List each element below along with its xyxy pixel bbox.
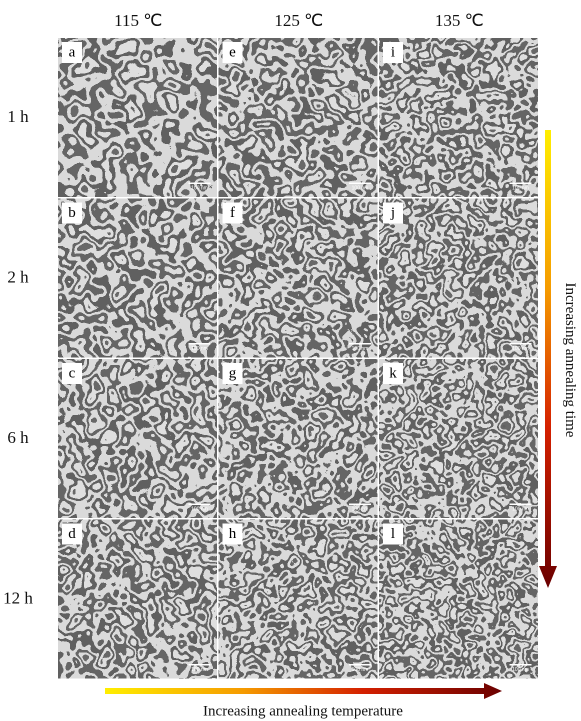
letter-box xyxy=(222,202,243,224)
micrograph-panel: i 100 nm xyxy=(379,38,538,197)
scale-bar xyxy=(509,503,532,505)
scale-bar xyxy=(509,664,532,666)
panel-letter: g xyxy=(229,365,237,381)
panel-letter: i xyxy=(391,44,395,60)
scale-bar-label: 100 nm xyxy=(352,186,369,192)
scale-bar-label: 100 nm xyxy=(512,186,529,192)
scale-bar xyxy=(188,343,211,345)
letter-box xyxy=(62,363,82,384)
scale-bar xyxy=(349,343,371,345)
micrograph-panel: c 100 nm xyxy=(58,359,217,518)
micrograph xyxy=(58,359,217,518)
micrograph xyxy=(379,198,538,358)
scale-bar-label: 100 nm xyxy=(512,667,529,673)
scale-bar-label: 100 nm xyxy=(191,346,208,352)
micrograph-panel: a 100 nm xyxy=(58,38,217,197)
letter-box xyxy=(383,523,403,545)
column-header: 135 ℃ xyxy=(435,11,484,30)
micrograph xyxy=(218,198,378,358)
micrograph-panel: b 100 nm xyxy=(58,198,217,358)
micrograph xyxy=(218,359,378,518)
time-arrow xyxy=(539,130,557,588)
scale-bar-label: 100 nm xyxy=(191,507,208,513)
scale-bar-label: 100 nm xyxy=(191,667,208,673)
scale-bar xyxy=(349,182,371,184)
panel-letter: h xyxy=(229,526,237,542)
scale-bar-label: 100 nm xyxy=(512,346,529,352)
scale-bar xyxy=(509,343,532,345)
micrograph-panel: d 100 nm xyxy=(58,519,217,679)
panel-letter: f xyxy=(230,205,235,221)
scale-bar-label: 100 nm xyxy=(352,667,369,673)
letter-box xyxy=(383,363,403,384)
scale-bar xyxy=(349,664,371,666)
panel-letter: l xyxy=(391,526,395,542)
scale-bar xyxy=(509,182,532,184)
panel-letter: k xyxy=(389,365,397,381)
scale-bar xyxy=(188,182,211,184)
row-label: 2 h xyxy=(7,268,29,287)
letter-box xyxy=(383,42,403,63)
micrograph-panel: h 100 nm xyxy=(218,519,378,679)
letter-box xyxy=(222,42,243,63)
micrograph xyxy=(379,38,538,197)
temperature-arrow-label: Increasing annealing temperature xyxy=(203,703,403,719)
column-header: 115 ℃ xyxy=(114,11,162,30)
scale-bar xyxy=(188,503,211,505)
row-label: 12 h xyxy=(3,589,33,608)
letter-box xyxy=(62,202,82,224)
scale-bar-label: 100 nm xyxy=(352,346,369,352)
letter-box xyxy=(62,523,82,545)
micrograph-panel: j 100 nm xyxy=(379,198,538,358)
micrograph xyxy=(58,38,217,197)
panel-letter: d xyxy=(68,526,76,542)
micrograph-panel: k 100 nm xyxy=(379,359,538,518)
micrograph xyxy=(58,198,217,358)
temperature-arrow xyxy=(105,683,502,699)
panel-letter: a xyxy=(69,44,76,60)
scale-bar xyxy=(349,503,371,505)
panel-letter: e xyxy=(229,44,236,60)
panel-letter: j xyxy=(390,205,395,221)
row-label: 1 h xyxy=(7,107,29,126)
micrograph-panel: l 100 nm xyxy=(379,519,538,679)
micrograph-panel: f 100 nm xyxy=(218,198,378,358)
micrograph-panel: e 100 nm xyxy=(218,38,378,197)
micrograph xyxy=(379,359,538,518)
micrograph xyxy=(218,519,378,679)
time-arrow-label: Increasing annealing time xyxy=(562,283,578,438)
micrograph xyxy=(379,519,538,679)
micrograph xyxy=(218,38,378,197)
column-header: 125 ℃ xyxy=(274,11,323,30)
micrograph-panel: g 100 nm xyxy=(218,359,378,518)
row-label: 6 h xyxy=(7,428,29,447)
letter-box xyxy=(222,523,243,545)
letter-box xyxy=(222,363,243,384)
scale-bar-label: 100 nm xyxy=(512,507,529,513)
micrograph xyxy=(58,519,217,679)
letter-box xyxy=(62,42,82,63)
panel-letter: b xyxy=(68,205,76,221)
scale-bar-label: 100 nm xyxy=(352,507,369,513)
panel-letter: c xyxy=(69,365,76,381)
scale-bar-label: 100 nm xyxy=(191,186,208,192)
scale-bar xyxy=(188,664,211,666)
letter-box xyxy=(383,202,403,224)
panel-grid: a 100 nm b 100 nm c 100 nm d 100 nm e 100 nm f 100 … xyxy=(58,38,538,679)
